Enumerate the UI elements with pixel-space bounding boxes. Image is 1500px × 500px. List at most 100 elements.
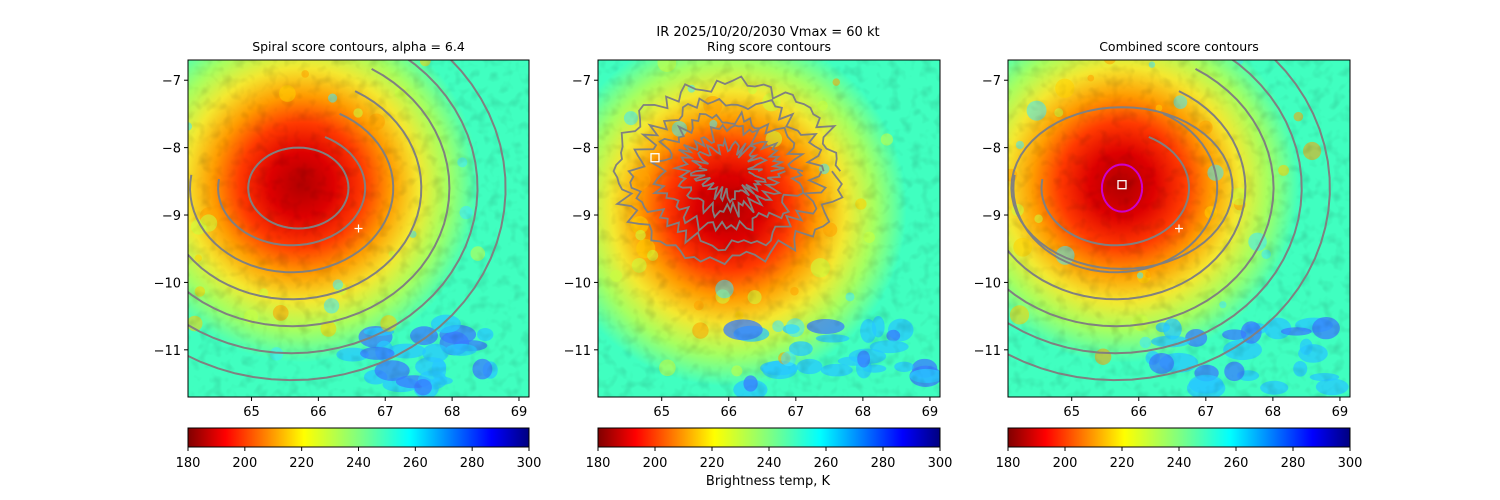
- panel-title: Spiral score contours, alpha = 6.4: [252, 39, 465, 54]
- y-tick-label: −10: [974, 276, 1001, 291]
- ir-heatmap: [986, 15, 1350, 397]
- colorbar-tick-label: 240: [757, 456, 782, 471]
- colorbar-tick-label: 280: [871, 456, 896, 471]
- axes-frame: [187, 59, 530, 398]
- ring-contour: [689, 136, 769, 204]
- colorbar-label: Brightness temp, K: [706, 474, 831, 489]
- colorbar: 180 200 220 240 260 280 300: [586, 427, 953, 471]
- ring-contour: [671, 123, 786, 219]
- x-tick-label: 67: [377, 405, 394, 420]
- x-tick-label: 68: [444, 405, 461, 420]
- colorbar-tick-label: 240: [1167, 456, 1192, 471]
- x-tick-label: 65: [243, 405, 260, 420]
- colorbar-tick-label: 180: [996, 456, 1021, 471]
- panel-2: Ring score contours 65 66 67 68 69 −7 −8 −9 −10 −1…: [564, 39, 953, 471]
- x-tick-label: 67: [1198, 405, 1215, 420]
- ir-heatmap: [136, 24, 529, 397]
- best-center-marker: [1117, 180, 1127, 190]
- score-contours: [188, 60, 507, 382]
- y-tick-label: −9: [572, 209, 591, 224]
- ring-contour: [649, 109, 806, 233]
- texture-blob: [232, 33, 246, 47]
- x-tick-label: 69: [922, 405, 939, 420]
- colorbar-tick-label: 300: [928, 456, 953, 471]
- storm-center-marker: [354, 224, 363, 233]
- y-tick-label: −9: [162, 209, 181, 224]
- texture-blob: [155, 164, 162, 171]
- x-tick-label: 66: [310, 405, 327, 420]
- ring-contour: [627, 97, 827, 252]
- colorbar-tick-label: 260: [403, 456, 428, 471]
- y-tick-label: −11: [564, 344, 591, 359]
- score-contours: [612, 75, 844, 266]
- y-tick-label: −8: [572, 142, 591, 157]
- texture-blob: [293, 24, 306, 37]
- texture-blob: [225, 48, 236, 59]
- y-tick-label: −8: [982, 142, 1001, 157]
- inner-contour: [247, 146, 350, 230]
- x-tick-label: 66: [1130, 405, 1147, 420]
- spiral-arm-contour: [1008, 60, 1331, 382]
- spiral-arm-contour: [188, 90, 423, 301]
- x-tick-label: 65: [653, 405, 670, 420]
- colorbar-gradient: [597, 427, 941, 448]
- colorbar-tick-label: 180: [176, 456, 201, 471]
- colorbar-gradient: [1007, 427, 1351, 448]
- panel-title: Ring score contours: [707, 39, 831, 54]
- colorbar-tick-label: 260: [814, 456, 839, 471]
- colorbar-gradient: [187, 427, 530, 448]
- y-tick-label: −8: [162, 142, 181, 157]
- spiral-arm-contour: [1008, 90, 1247, 301]
- x-tick-label: 68: [855, 405, 872, 420]
- colorbar-tick-label: 220: [700, 456, 725, 471]
- y-tick-label: −9: [982, 209, 1001, 224]
- colorbar-tick-label: 240: [346, 456, 371, 471]
- texture-blob: [164, 245, 181, 262]
- colorbar-tick-label: 220: [1110, 456, 1135, 471]
- spiral-arm-contour: [188, 112, 395, 274]
- x-tick-label: 65: [1063, 405, 1080, 420]
- colorbar-tick-label: 300: [517, 456, 542, 471]
- axes-frame: [597, 59, 941, 398]
- panel-title: Combined score contours: [1099, 39, 1259, 54]
- spiral-arm-contour: [1008, 68, 1275, 328]
- y-tick-label: −11: [974, 344, 1001, 359]
- score-contours: [1008, 60, 1331, 382]
- colorbar: 180 200 220 240 260 280 300: [176, 427, 542, 471]
- texture-blob: [1154, 15, 1171, 32]
- spiral-arm-contour: [1008, 60, 1303, 355]
- texture-blob: [681, 39, 696, 54]
- texture-blob: [1056, 60, 1058, 61]
- storm-center-marker: [1175, 224, 1183, 233]
- y-tick-label: −10: [154, 276, 181, 291]
- texture-blob: [235, 31, 245, 41]
- colorbar-tick-label: 300: [1338, 456, 1363, 471]
- colorbar-tick-label: 200: [1053, 456, 1078, 471]
- y-tick-label: −7: [572, 74, 591, 89]
- texture-blob: [174, 43, 183, 52]
- colorbar-tick-label: 280: [1281, 456, 1306, 471]
- colorbar-tick-label: 180: [586, 456, 611, 471]
- texture-noise: [598, 60, 940, 397]
- texture-blob: [1131, 18, 1137, 24]
- colorbar-tick-label: 200: [643, 456, 668, 471]
- x-tick-label: 67: [788, 405, 805, 420]
- spiral-arm-contour: [1040, 136, 1190, 247]
- y-tick-label: −11: [154, 344, 181, 359]
- texture-blob: [986, 114, 1002, 130]
- best-center-marker: [650, 153, 660, 163]
- ring-contour: [612, 75, 844, 266]
- ir-heatmap: [598, 39, 940, 397]
- colorbar-tick-label: 200: [232, 456, 257, 471]
- y-tick-label: −10: [564, 276, 591, 291]
- texture-blob: [136, 75, 156, 95]
- best-score-ring: [1100, 163, 1144, 213]
- axes-frame: [1007, 59, 1351, 398]
- panel-1: Spiral score contours, alpha = 6.4 65 66 67…: [136, 24, 542, 471]
- x-tick-label: 68: [1265, 405, 1282, 420]
- colorbar-tick-label: 280: [460, 456, 485, 471]
- inner-contour: [1010, 106, 1234, 270]
- colorbar: 180 200 220 240 260 280 300: [996, 427, 1363, 471]
- best-score-contour: [1100, 163, 1144, 213]
